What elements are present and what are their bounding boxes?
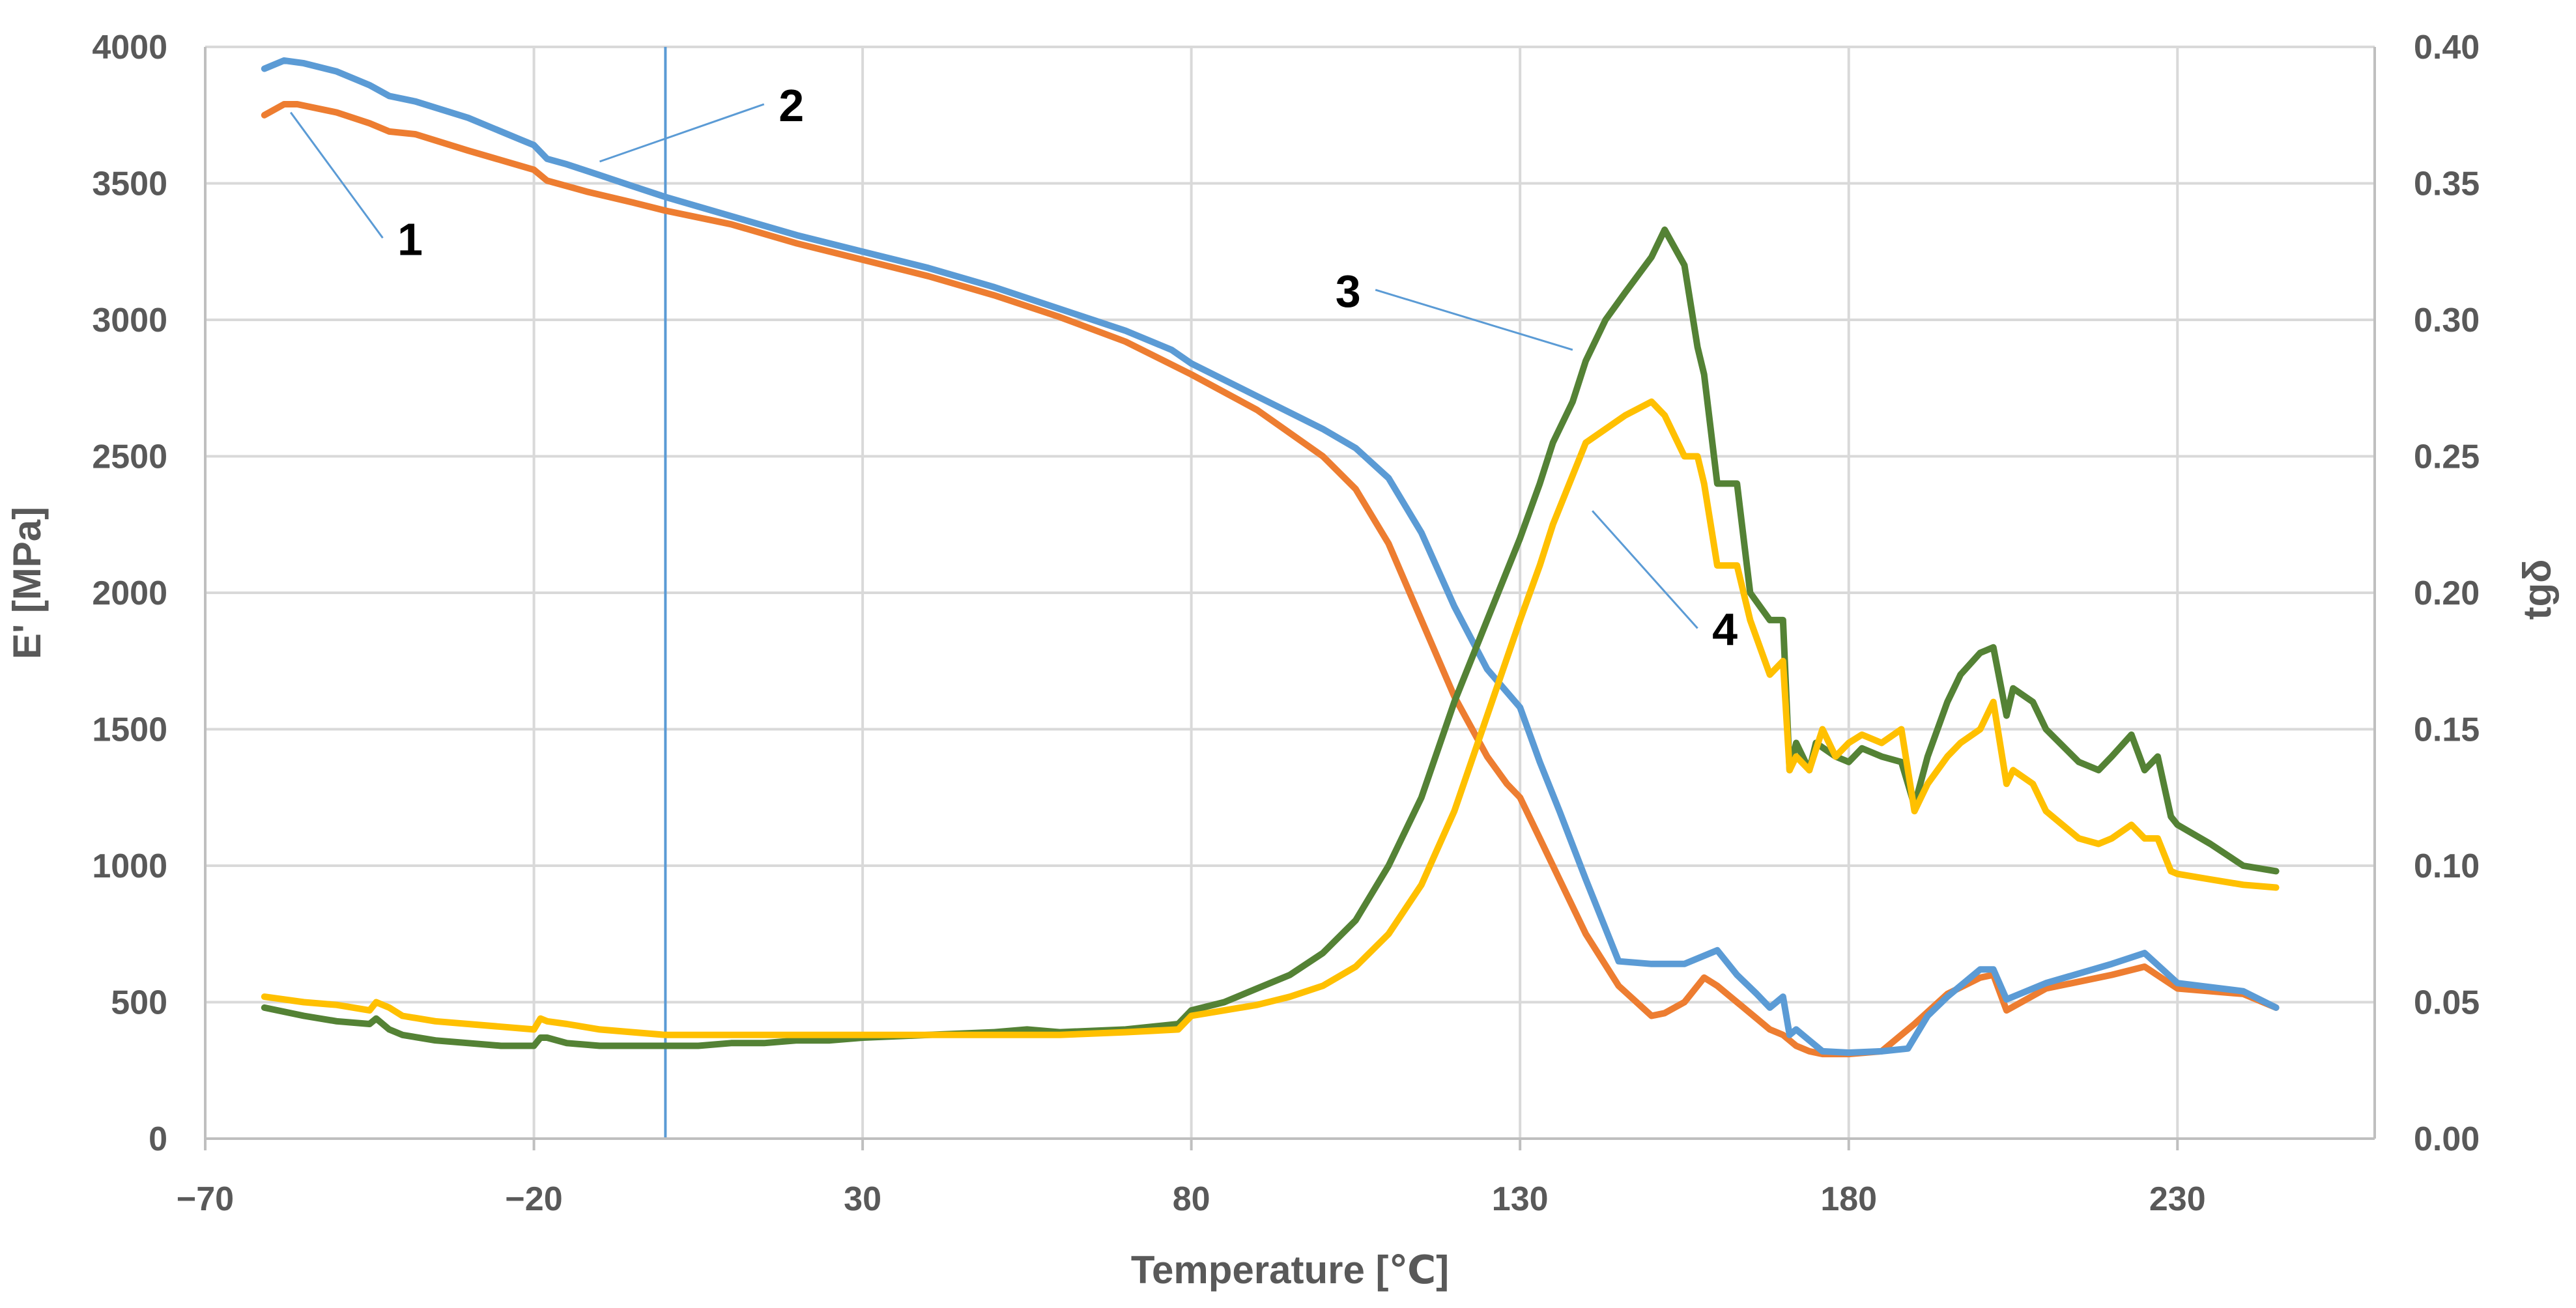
y2-tick-label: 0.05 <box>2414 984 2480 1022</box>
y-tick-label: 2500 <box>92 438 167 476</box>
y2-axis-title: tgδ <box>2515 559 2559 619</box>
y2-tick-label: 0.20 <box>2414 575 2480 612</box>
x-tick-label: 230 <box>2149 1180 2206 1218</box>
annotation-leader-1 <box>289 111 384 239</box>
x-axis-title: Temperature [℃] <box>1131 1248 1449 1292</box>
series-lines <box>261 57 2280 1058</box>
y2-tick-label: 0.30 <box>2414 302 2480 339</box>
y2-tick-label: 0.00 <box>2414 1120 2480 1158</box>
y-tick-label: 3500 <box>92 165 167 203</box>
annotation-leader-3 <box>1375 289 1573 351</box>
y-tick-label: 2000 <box>92 575 167 612</box>
y2-tick-label: 0.40 <box>2414 29 2480 66</box>
x-tick-label: 180 <box>1820 1180 1877 1218</box>
y2-tick-label: 0.10 <box>2414 847 2480 885</box>
x-tick-label: 80 <box>1173 1180 1210 1218</box>
tick-labels: −70 −20 30 80 130 180 230 0 500 1000 1500 2000 2500 3… <box>92 29 2480 1218</box>
y-tick-label: 0 <box>149 1120 167 1158</box>
x-tick-label: 30 <box>844 1180 881 1218</box>
y-tick-label: 3000 <box>92 302 167 339</box>
annotations: 1 2 3 4 <box>289 80 1738 655</box>
x-tick-label: 130 <box>1492 1180 1549 1218</box>
series-line-4 <box>261 398 2280 1038</box>
x-tick-label: −70 <box>177 1180 234 1218</box>
y-tick-label: 1500 <box>92 711 167 749</box>
series-line-2 <box>261 57 2280 1056</box>
gridlines <box>205 46 2375 1139</box>
y-tick-label: 500 <box>111 984 167 1022</box>
annotation-leader-2 <box>599 103 765 163</box>
y2-tick-label: 0.15 <box>2414 711 2480 749</box>
y-tick-label: 4000 <box>92 29 167 66</box>
annotation-label-4: 4 <box>1712 604 1738 655</box>
annotation-label-3: 3 <box>1336 266 1361 317</box>
series-line-3 <box>261 226 2280 1049</box>
annotation-label-1: 1 <box>397 214 423 264</box>
annotation-label-2: 2 <box>779 80 804 131</box>
y-axis-title: E' [MPa] <box>5 507 49 659</box>
y2-tick-label: 0.35 <box>2414 165 2480 203</box>
annotation-leader-4 <box>1592 510 1698 629</box>
y-tick-label: 1000 <box>92 847 167 885</box>
y2-tick-label: 0.25 <box>2414 438 2480 476</box>
x-tick-label: −20 <box>505 1180 562 1218</box>
axes <box>204 47 2376 1150</box>
